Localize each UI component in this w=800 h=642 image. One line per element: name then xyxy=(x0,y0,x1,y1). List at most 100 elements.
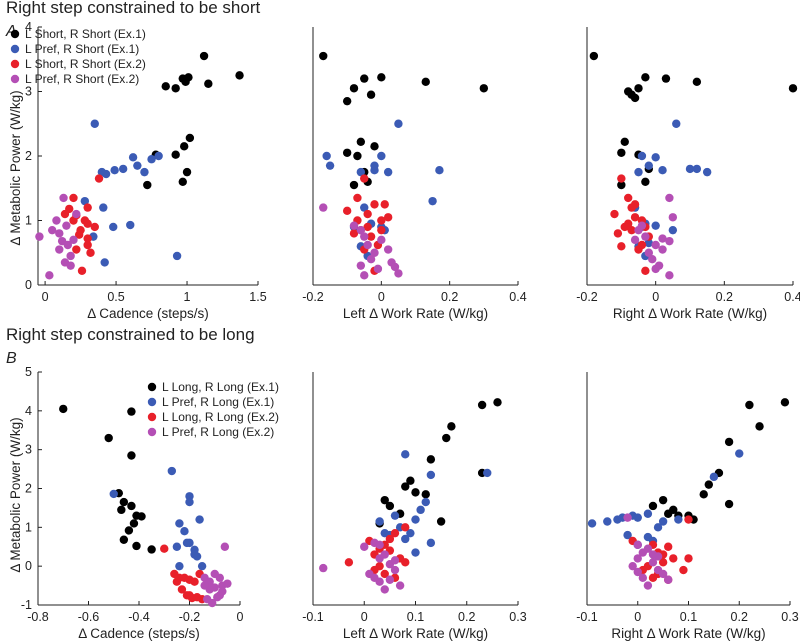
data-point xyxy=(685,164,695,174)
data-point xyxy=(55,229,64,238)
data-point xyxy=(390,565,400,575)
data-point xyxy=(52,216,61,225)
data-point xyxy=(627,203,636,212)
data-point xyxy=(99,203,108,212)
data-point xyxy=(651,221,660,230)
legend-b: L Long, R Long (Ex.1)L Pref, R Long (Ex.… xyxy=(147,380,279,439)
data-point xyxy=(617,180,626,190)
data-point xyxy=(65,204,74,214)
data-point xyxy=(353,193,362,203)
x-tick-label: 0.2 xyxy=(441,290,458,304)
data-point xyxy=(360,203,369,212)
data-point xyxy=(377,216,386,225)
data-point xyxy=(375,554,384,563)
data-point xyxy=(77,266,87,276)
data-point xyxy=(185,591,194,600)
data-point xyxy=(377,151,386,161)
x-tick-label: 0.2 xyxy=(716,290,733,304)
data-point xyxy=(390,556,400,565)
data-point xyxy=(658,245,667,254)
data-point xyxy=(104,433,113,443)
data-point xyxy=(72,209,81,219)
data-point xyxy=(366,232,376,241)
data-point xyxy=(360,271,369,280)
data-point xyxy=(589,51,599,61)
data-point xyxy=(664,575,673,584)
legend-marker xyxy=(147,427,157,437)
data-point xyxy=(643,509,653,518)
data-point xyxy=(428,196,437,206)
y-tick-label: 3 xyxy=(25,443,32,457)
data-point xyxy=(373,264,383,274)
data-point xyxy=(178,177,187,186)
data-point xyxy=(172,577,182,586)
data-point xyxy=(184,73,193,82)
legend-label: L Long, R Long (Ex.2) xyxy=(162,410,279,424)
scatter-panel-b2: -0.1 0 0.1 0.2 0.3 Left Δ Work Rate (W/kg) xyxy=(302,372,527,641)
x-tick-label: 0 xyxy=(634,610,641,624)
data-point xyxy=(190,550,199,559)
data-point xyxy=(124,526,134,535)
x-tick-label: -0.6 xyxy=(78,610,100,624)
legend-label: L Pref, R Long (Ex.1) xyxy=(162,395,274,409)
data-point xyxy=(401,558,410,567)
data-point xyxy=(349,221,359,230)
section-title-b: Right step constrained to be long xyxy=(6,325,255,344)
data-point xyxy=(127,451,136,460)
scatter-panel-a1: 0 0.5 1 1.5 0 1 2 3 4 Δ Cadence (steps/s) xyxy=(25,20,267,321)
legend-marker xyxy=(10,74,20,84)
series-b1-3 xyxy=(160,544,207,604)
series-b2-4 xyxy=(319,538,405,594)
data-point xyxy=(637,240,647,250)
data-point xyxy=(90,119,99,128)
data-point xyxy=(199,51,209,61)
data-point xyxy=(627,90,636,99)
data-point xyxy=(377,235,386,245)
scatter-panel-b3: -0.1 0 0.1 0.2 0.3 Right Δ Work Rate (W/kg) xyxy=(576,372,799,641)
data-point xyxy=(435,165,444,175)
data-point xyxy=(628,561,637,571)
data-point xyxy=(83,234,92,243)
data-point xyxy=(658,517,668,526)
data-point xyxy=(426,455,436,464)
data-point xyxy=(363,209,372,219)
y-tick-label: 1 xyxy=(25,520,32,534)
data-point xyxy=(190,577,199,586)
data-point xyxy=(204,79,213,88)
series-a2-2 xyxy=(322,119,444,261)
y-tick-label: 4 xyxy=(25,404,32,418)
data-point xyxy=(360,232,369,241)
data-point xyxy=(411,488,420,497)
data-point xyxy=(72,245,81,254)
scatter-panel-a3: -0.2 0 0.2 0.4 Right Δ Work Rate (W/kg) xyxy=(576,27,800,321)
data-point xyxy=(724,499,734,509)
data-point xyxy=(366,90,376,99)
data-point xyxy=(349,84,359,93)
data-point xyxy=(493,398,502,407)
y-axis-label-a: Δ Metabolic Power (W/kg) xyxy=(8,90,23,245)
data-point xyxy=(610,209,619,219)
data-point xyxy=(421,490,430,499)
data-point xyxy=(342,206,352,216)
data-point xyxy=(617,174,626,183)
data-point xyxy=(325,161,335,170)
data-point xyxy=(390,262,400,272)
data-point xyxy=(128,153,138,162)
data-point xyxy=(109,222,118,232)
data-point xyxy=(353,151,362,161)
data-point xyxy=(442,433,451,443)
data-point xyxy=(623,513,632,522)
x-tick-label: 0.5 xyxy=(107,290,124,304)
data-point xyxy=(627,225,636,235)
data-point xyxy=(426,538,436,548)
x-axis-label-b3: Right Δ Work Rate (W/kg) xyxy=(611,626,765,641)
data-point xyxy=(483,468,492,478)
legend-label: L Pref, R Short (Ex.1) xyxy=(25,42,139,56)
data-point xyxy=(363,222,372,232)
data-point xyxy=(658,165,667,175)
data-point xyxy=(643,581,653,590)
data-point xyxy=(59,404,68,414)
data-point xyxy=(692,77,702,87)
data-point xyxy=(360,74,369,83)
